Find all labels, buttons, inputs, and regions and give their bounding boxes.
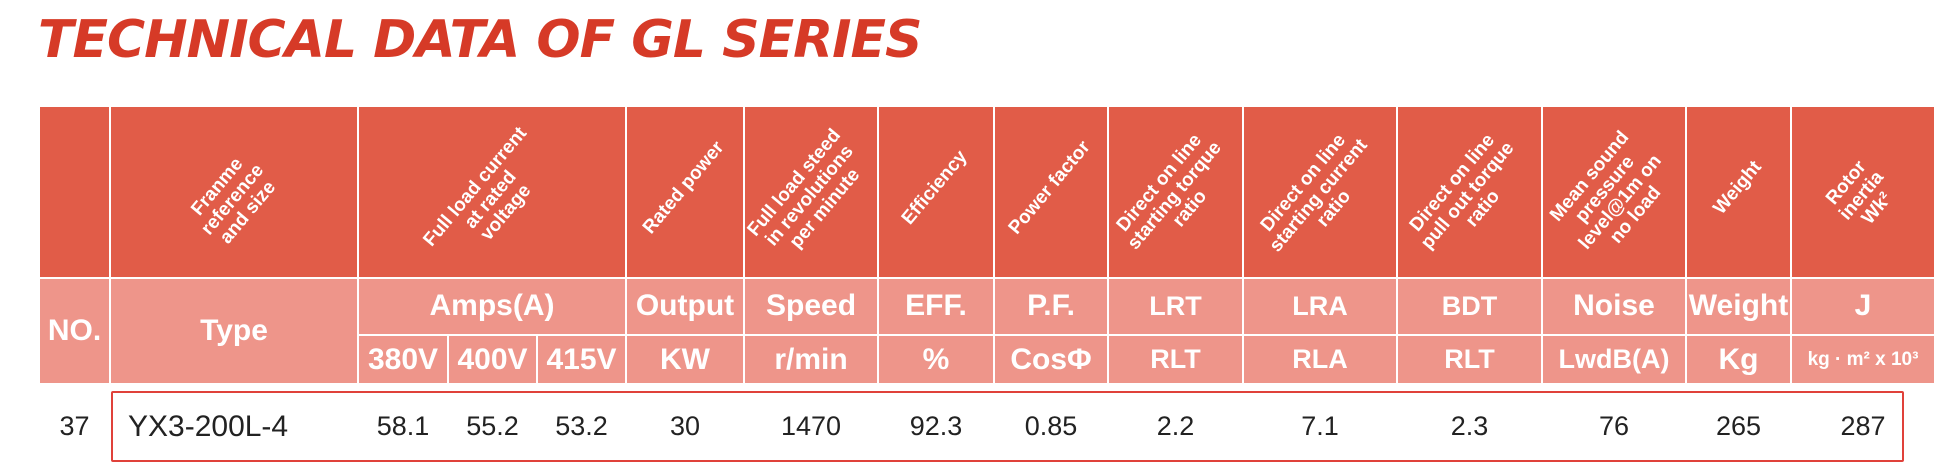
unit-kg: Kg	[1718, 342, 1759, 376]
unit-415v: 415V	[546, 342, 617, 376]
column-divider	[1107, 107, 1109, 383]
unit-rmin: r/min	[774, 342, 848, 376]
cell-weight: 265	[1715, 411, 1762, 441]
unit-380v: 380V	[367, 342, 439, 376]
cell-amps-380v: 58.1	[376, 411, 430, 441]
highlighted-table-row	[111, 391, 1904, 462]
unit-lwdb: LwdB(A)	[1558, 344, 1670, 374]
cell-noise: 76	[1598, 411, 1630, 441]
row-divider	[40, 277, 1934, 279]
column-divider	[877, 107, 879, 383]
unit-kw: KW	[660, 342, 710, 376]
column-divider	[447, 335, 449, 383]
cell-power-factor: 0.85	[1024, 411, 1078, 441]
unit-cos-phi: CosΦ	[1010, 342, 1092, 376]
column-divider	[1685, 107, 1687, 383]
unit-inertia: kg · m² x 10³	[1807, 348, 1919, 370]
unit-rlt: RLT	[1150, 344, 1201, 374]
unit-rla: RLA	[1292, 344, 1348, 374]
column-divider	[1396, 107, 1398, 383]
cell-amps-400v: 55.2	[466, 411, 519, 441]
page-title: TECHNICAL DATA OF GL SERIES	[38, 10, 922, 70]
cell-speed: 1470	[780, 411, 842, 441]
column-divider	[1541, 107, 1543, 383]
header-unit-row	[40, 335, 1934, 383]
header-pf: P.F.	[1027, 289, 1075, 322]
unit-400v: 400V	[457, 342, 528, 376]
cell-bdt: 2.3	[1450, 411, 1489, 441]
header-amps: Amps(A)	[429, 289, 555, 322]
header-type: Type	[200, 313, 268, 347]
header-no: NO.	[47, 313, 102, 347]
unit-percent: %	[922, 342, 950, 376]
column-divider	[993, 107, 995, 383]
header-weight: Weight	[1688, 289, 1789, 322]
header-speed: Speed	[765, 289, 857, 322]
cell-amps-415v: 53.2	[555, 411, 608, 441]
cell-efficiency: 92.3	[909, 411, 963, 441]
column-divider	[1790, 107, 1792, 383]
header-lrt: LRT	[1149, 290, 1202, 321]
cell-no: 37	[59, 411, 90, 441]
header-output: Output	[635, 289, 735, 322]
column-divider	[743, 107, 745, 383]
column-divider	[625, 107, 627, 383]
header-lra: LRA	[1292, 290, 1348, 321]
row-divider	[357, 334, 1934, 336]
cell-lra: 7.1	[1301, 411, 1339, 441]
header-j: J	[1854, 289, 1872, 322]
column-divider	[109, 107, 111, 383]
header-label-row	[40, 278, 1934, 335]
cell-output-kw: 30	[669, 411, 701, 441]
column-divider	[1242, 107, 1244, 383]
header-eff: EFF.	[905, 289, 967, 322]
column-divider	[536, 335, 538, 383]
column-divider	[357, 107, 359, 383]
cell-type: YX3-200L-4	[128, 409, 289, 443]
header-noise: Noise	[1573, 289, 1655, 322]
cell-lrt: 2.2	[1156, 411, 1195, 441]
cell-inertia: 287	[1840, 411, 1886, 441]
header-bdt: BDT	[1441, 290, 1498, 321]
unit-rlt: RLT	[1444, 344, 1495, 374]
header-description-row	[40, 107, 1934, 278]
